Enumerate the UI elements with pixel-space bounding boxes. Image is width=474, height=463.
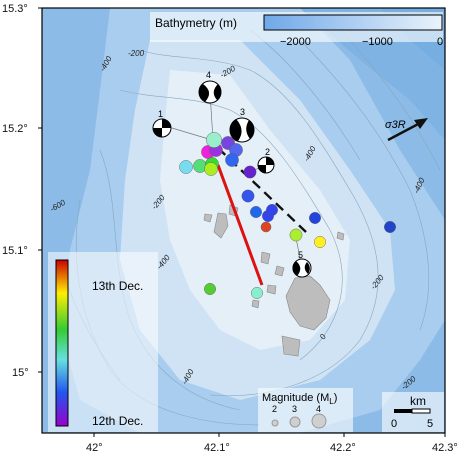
lon-label: 42.3° — [432, 442, 458, 454]
time-colorbar — [55, 259, 69, 427]
earthquake-event — [204, 283, 216, 295]
contour-label: 0 — [318, 332, 328, 341]
time-legend: 13th Dec. 12th Dec. — [48, 252, 158, 432]
axis-labels: 15.3° 15.2° 15.1° 15° 42° 42.1° 42.2° 42… — [2, 3, 458, 454]
focal-mechanism: 3 — [229, 107, 255, 143]
magnitude-legend: Magnitude (ML) 2 3 4 — [258, 388, 353, 432]
bathymetry-tick: −1000 — [362, 36, 393, 48]
scale-tick: 0 — [391, 418, 397, 430]
bathymetry-colorbar — [263, 14, 443, 31]
earthquake-events — [179, 132, 396, 299]
bathymetry-layer: -200 -200 -200 -200 -400 -400 -400 -400 … — [42, 8, 445, 433]
focal-label: 1 — [158, 109, 163, 119]
red-fault-line — [216, 164, 264, 286]
magnitude-value: 4 — [316, 404, 321, 414]
earthquake-event — [289, 228, 303, 242]
islands — [203, 204, 345, 357]
island — [203, 213, 213, 223]
earthquake-event — [251, 287, 263, 299]
earthquake-event — [225, 153, 239, 167]
island — [336, 231, 345, 241]
stress-arrow: σ3R — [385, 118, 428, 142]
lon-label: 42° — [86, 442, 103, 454]
scale-bar: km 0 5 — [382, 392, 444, 432]
magnitude-symbol — [289, 416, 301, 428]
focal-mechanisms: 1 4 3 2 5 — [152, 70, 312, 278]
lon-label: 42.2° — [330, 442, 356, 454]
bathymetry-tick: 0 — [437, 36, 443, 48]
stress-label: σ3R — [385, 119, 406, 131]
earthquake-event — [250, 206, 262, 218]
earthquake-event — [384, 221, 396, 233]
focal-mechanism: 2 — [257, 147, 275, 174]
island — [281, 335, 301, 357]
lat-label: 15° — [12, 367, 29, 379]
earthquake-event — [206, 132, 222, 148]
magnitude-symbol — [271, 419, 279, 427]
scale-unit: km — [410, 394, 426, 408]
earthquake-event — [179, 160, 193, 174]
focal-label: 3 — [240, 107, 245, 117]
contour-label: -200 — [128, 49, 145, 58]
lon-label: 42.1° — [204, 442, 230, 454]
earthquake-event — [260, 221, 272, 233]
focal-label: 2 — [265, 147, 270, 157]
island — [266, 284, 277, 295]
focal-mechanism: 4 — [198, 70, 222, 104]
time-label-13th: 13th Dec. — [92, 279, 143, 293]
focal-label: 5 — [298, 250, 303, 260]
lat-label: 15.1° — [2, 245, 28, 257]
focal-mechanism: 1 — [152, 109, 172, 138]
magnitude-value: 2 — [272, 404, 277, 414]
earthquake-event — [314, 236, 326, 248]
map-frame — [41, 7, 446, 434]
time-label-12th: 12th Dec. — [92, 414, 143, 428]
island — [251, 299, 260, 309]
focal-mechanism: 5 — [292, 250, 312, 278]
bathymetry-tick: −2000 — [280, 36, 311, 48]
island — [260, 251, 271, 265]
earthquake-event — [243, 165, 257, 179]
earthquake-event — [309, 212, 321, 224]
bathymetry-legend: Bathymetry (m) −2000 −1000 0 — [150, 12, 443, 48]
island-large — [285, 275, 331, 331]
bathymetry-label: Bathymetry (m) — [155, 16, 237, 30]
earthquake-event — [241, 189, 255, 203]
earthquake-event — [266, 204, 278, 216]
lat-label: 15.2° — [2, 123, 28, 135]
focal-label: 4 — [206, 70, 211, 80]
magnitude-title: Magnitude (ML) — [262, 392, 337, 406]
earthquake-event — [204, 162, 218, 176]
axis-ticks — [38, 7, 446, 437]
island — [274, 265, 285, 277]
lat-label: 15.3° — [2, 3, 28, 15]
magnitude-symbol — [311, 413, 327, 429]
island — [213, 212, 229, 239]
scale-tick: 5 — [427, 418, 433, 430]
magnitude-value: 3 — [292, 404, 297, 414]
